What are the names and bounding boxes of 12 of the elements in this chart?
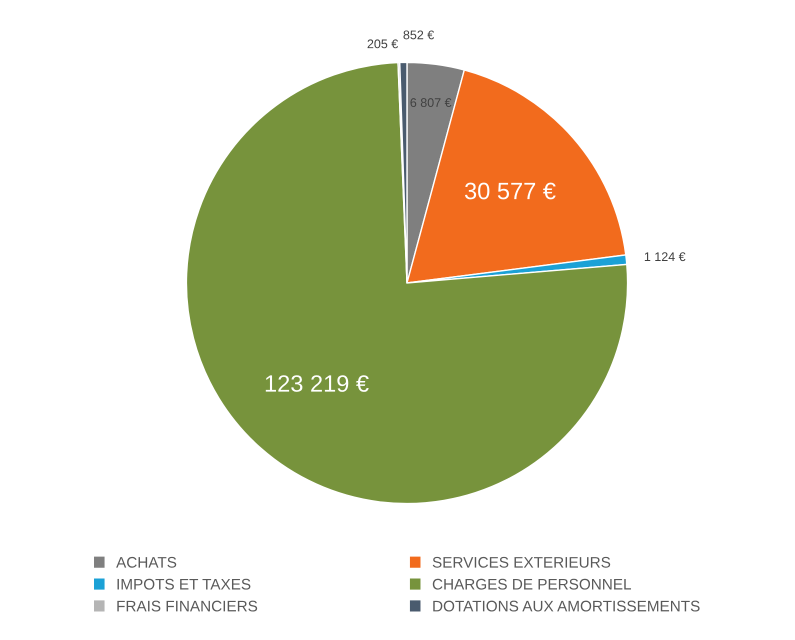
data-label: 852 € bbox=[403, 30, 434, 40]
legend-label: ACHATS bbox=[116, 556, 176, 568]
legend-label: DOTATIONS AUX AMORTISSEMENTS bbox=[433, 600, 700, 612]
legend-label: SERVICES EXTERIEURS bbox=[432, 556, 610, 568]
data-label: 205 € bbox=[368, 39, 398, 48]
data-label: 6 807 € bbox=[410, 98, 452, 108]
legend-label: IMPOTS ET TAXES bbox=[118, 578, 250, 590]
legend-label: FRAIS FINANCIERS bbox=[117, 600, 258, 612]
legend-label: CHARGES DE PERSONNEL bbox=[432, 578, 632, 590]
data-label: 1 124 € bbox=[644, 252, 686, 262]
data-label: 123 219 € bbox=[266, 375, 369, 392]
data-label: 30 577 € bbox=[464, 182, 556, 200]
